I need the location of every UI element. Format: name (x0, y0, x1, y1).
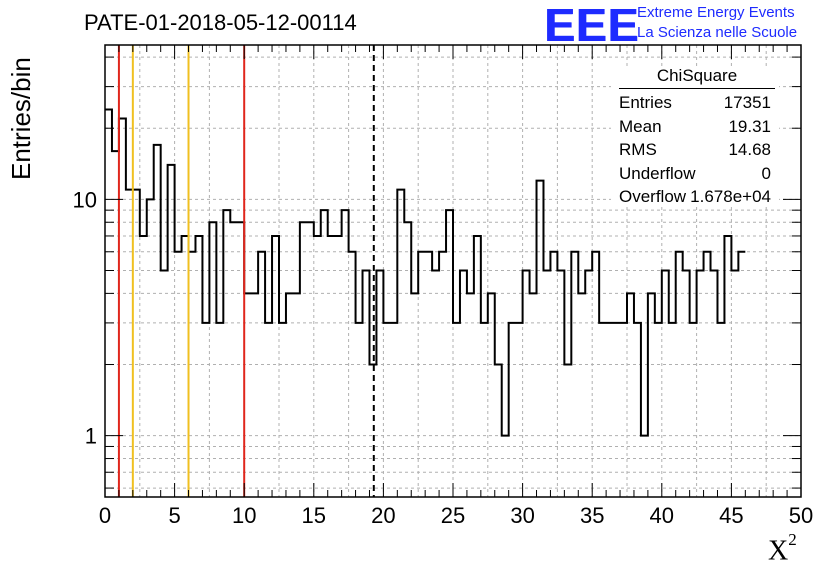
stats-label: Mean (619, 116, 662, 136)
stats-row-mean: Mean 19.31 (611, 117, 779, 141)
stats-header: ChiSquare (619, 66, 775, 89)
y-tick-label: 1 (85, 424, 97, 449)
stats-box: ChiSquare Entries 17351 Mean 19.31 RMS 14.6… (611, 66, 779, 211)
y-tick-label: 10 (73, 187, 97, 212)
x-tick-label: 25 (441, 503, 465, 528)
x-axis-label-superscript: 2 (788, 530, 797, 549)
stats-label: RMS (619, 140, 657, 159)
x-tick-label: 15 (302, 503, 326, 528)
stats-value: 14.68 (728, 140, 771, 159)
stats-value: 1.678e+04 (690, 187, 771, 206)
x-axis-label: X2 (768, 530, 797, 567)
x-tick-label: 45 (719, 503, 743, 528)
x-tick-label: 40 (650, 503, 674, 528)
x-tick-label: 5 (168, 503, 180, 528)
x-axis-label-text: X (768, 535, 789, 567)
stats-value: 17351 (723, 93, 771, 112)
stats-row-rms: RMS 14.68 (611, 140, 779, 164)
stats-value: 19.31 (728, 116, 771, 136)
x-tick-label: 30 (510, 503, 534, 528)
stats-row-underflow: Underflow 0 (611, 164, 779, 188)
y-axis-label: Entries/bin (6, 57, 36, 180)
stats-box-background (611, 66, 779, 206)
stats-row-entries: Entries 17351 (611, 93, 779, 117)
stats-value: 0 (761, 163, 771, 183)
x-tick-label: 35 (580, 503, 604, 528)
x-tick-label: 10 (232, 503, 256, 528)
stats-label: Underflow (619, 163, 696, 183)
eee-logo: EEE (544, 0, 640, 51)
logo-line-2: La Scienza nelle Scuole (637, 24, 798, 41)
stats-label: Overflow (619, 187, 687, 206)
x-tick-label: 0 (99, 503, 111, 528)
chart-title: PATE-01-2018-05-12-00114 (84, 10, 357, 35)
x-tick-label: 50 (789, 503, 813, 528)
histogram-series (105, 108, 746, 437)
x-tick-label: 20 (371, 503, 395, 528)
logo-line-1: Extreme Energy Events (637, 4, 795, 21)
stats-label: Entries (619, 93, 672, 112)
stats-row-overflow: Overflow 1.678e+04 (611, 187, 779, 211)
